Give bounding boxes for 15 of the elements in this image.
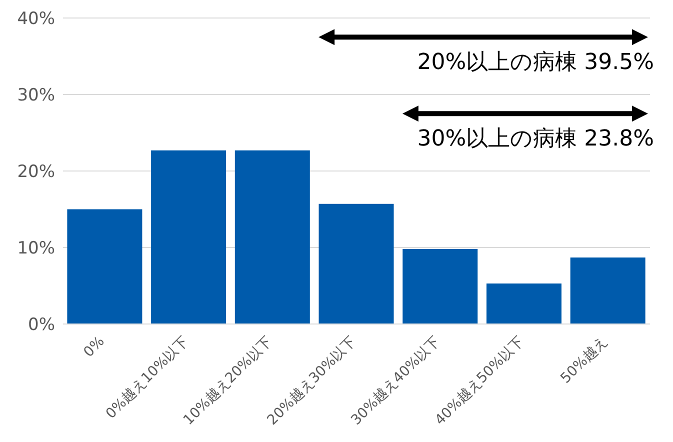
annotation: 30%以上の病棟 23.8% <box>417 126 654 152</box>
bar <box>486 283 562 324</box>
bar <box>570 257 646 324</box>
y-tick-label: 20% <box>17 162 55 182</box>
y-tick-label: 40% <box>17 9 55 30</box>
bar <box>67 209 142 324</box>
x-tick-label: 0% <box>80 334 108 361</box>
annotation: 20%以上の病棟 39.5% <box>417 50 654 76</box>
y-tick-label: 10% <box>17 238 55 259</box>
bar <box>234 150 310 324</box>
y-tick-label: 0% <box>28 315 55 336</box>
y-tick-label: 30% <box>17 86 55 106</box>
bar <box>318 204 394 324</box>
bar <box>402 249 478 324</box>
bar <box>151 150 226 324</box>
